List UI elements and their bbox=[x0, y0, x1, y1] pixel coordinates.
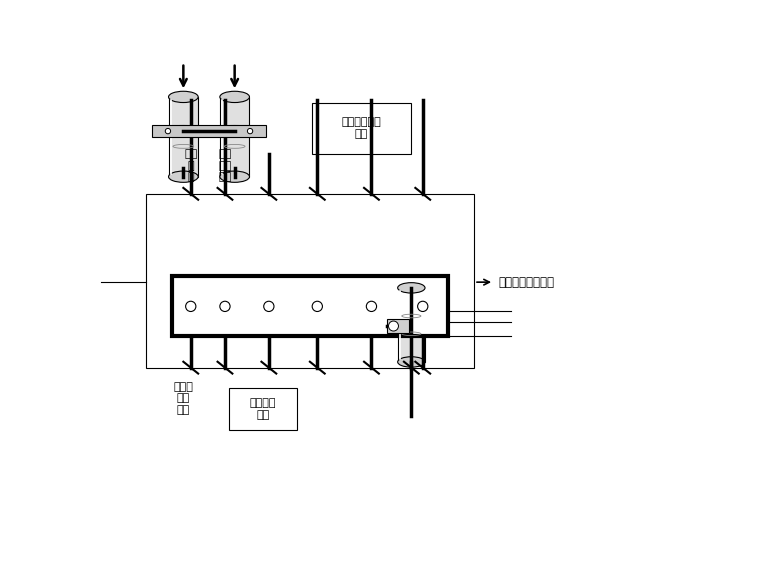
Circle shape bbox=[388, 321, 398, 331]
Bar bbox=[229, 388, 297, 430]
Text: 重复、
防雷
接地: 重复、 防雷 接地 bbox=[173, 382, 193, 415]
Ellipse shape bbox=[220, 171, 249, 182]
Circle shape bbox=[264, 301, 274, 311]
Bar bbox=[152, 125, 266, 137]
Ellipse shape bbox=[169, 91, 198, 103]
Bar bbox=[397, 288, 425, 362]
Bar bbox=[172, 276, 448, 336]
Text: 弱电
设
备: 弱电 设 备 bbox=[184, 149, 198, 182]
Ellipse shape bbox=[169, 171, 198, 182]
Text: 其它需要连接
部件: 其它需要连接 部件 bbox=[341, 117, 382, 140]
Bar bbox=[146, 194, 474, 368]
Circle shape bbox=[248, 128, 253, 134]
Text: 总电源箱
母排: 总电源箱 母排 bbox=[250, 398, 277, 420]
Bar bbox=[388, 319, 409, 333]
Ellipse shape bbox=[397, 283, 425, 293]
Ellipse shape bbox=[397, 357, 425, 367]
Bar bbox=[169, 97, 198, 177]
Text: 消防
报警
设备: 消防 报警 设备 bbox=[218, 149, 232, 182]
Circle shape bbox=[185, 301, 196, 311]
Circle shape bbox=[366, 301, 376, 311]
Circle shape bbox=[220, 301, 230, 311]
Circle shape bbox=[312, 301, 322, 311]
Bar bbox=[220, 97, 249, 177]
Circle shape bbox=[418, 301, 428, 311]
Text: 等电位联接端子箱: 等电位联接端子箱 bbox=[498, 276, 554, 288]
Ellipse shape bbox=[220, 91, 249, 103]
Circle shape bbox=[165, 128, 170, 134]
Bar bbox=[312, 103, 411, 154]
